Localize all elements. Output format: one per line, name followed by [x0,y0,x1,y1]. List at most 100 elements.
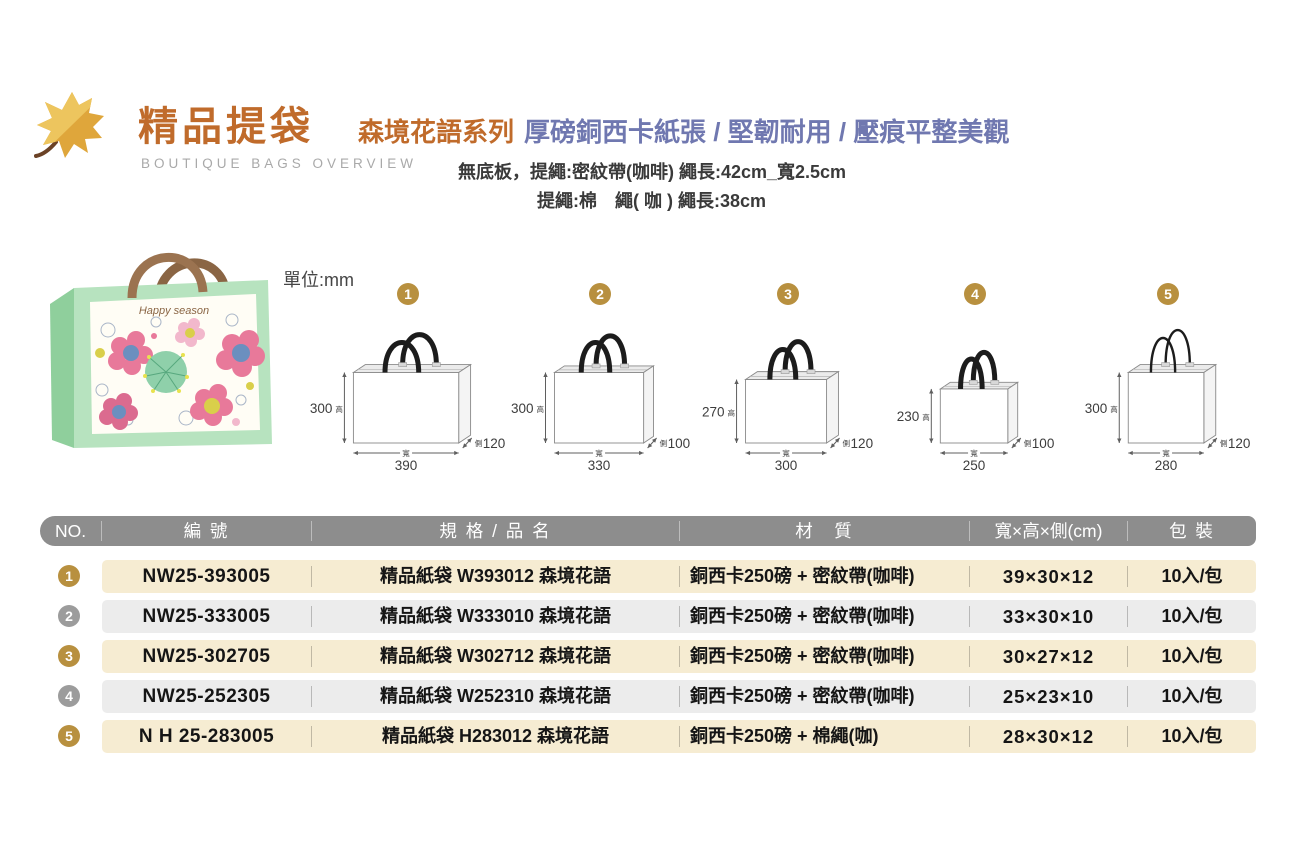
cell-material: 銅西卡250磅 + 密紋帶(咖啡) [680,686,970,707]
diagram-number-badge: 4 [964,283,986,305]
row-number-badge: 3 [58,645,80,667]
table-row: 2 NW25-333005 精品紙袋 W333010 森境花語 銅西卡250磅 … [40,600,1256,633]
cell-spec: 精品紙袋 W333010 森境花語 [312,606,680,627]
svg-text:側: 側 [843,438,851,448]
svg-text:300: 300 [310,401,332,416]
cell-material: 銅西卡250磅 + 密紋帶(咖啡) [680,646,970,667]
cell-size: 33×30×10 [970,606,1128,627]
svg-text:高: 高 [1110,404,1118,414]
svg-text:270: 270 [702,404,725,419]
svg-text:高: 高 [922,412,930,422]
maple-leaf-logo-icon [34,92,104,158]
bag-diagram-1: 1 300 高寬 390 側 120 [310,283,506,488]
svg-text:100: 100 [668,436,691,451]
row-number-badge: 1 [58,565,80,587]
svg-text:寬: 寬 [970,448,978,458]
col-no: NO. [40,521,102,541]
unit-label: 單位:mm [283,270,354,290]
svg-text:120: 120 [1228,436,1251,451]
cell-size: 28×30×12 [970,726,1128,747]
svg-text:230: 230 [897,409,920,424]
spec-description-line1: 無底板，提繩:密紋帶(咖啡) 繩長:42cm_寬2.5cm [458,162,847,182]
svg-text:高: 高 [335,404,343,414]
cell-code: NW25-333005 [102,606,312,627]
col-material: 材 質 [680,521,970,541]
diagram-number-badge: 2 [589,283,611,305]
bag-diagram-3: 3 270 高寬 300 側 120 [690,283,886,488]
series-headline: 森境花語系列 厚磅銅西卡紙張 / 堅韌耐用 / 壓痕平整美觀 [358,112,1009,149]
col-pack: 包 裝 [1169,521,1215,541]
svg-text:300: 300 [775,458,798,473]
svg-text:120: 120 [851,436,874,451]
diagram-number-badge: 1 [397,283,419,305]
flower-art [95,318,265,430]
spec-description-line2: 提繩:棉 繩( 咖 ) 繩長:38cm [537,191,767,211]
svg-text:寬: 寬 [402,448,410,458]
series-name: 森境花語系列 [358,117,515,147]
svg-text:高: 高 [728,407,736,417]
svg-text:側: 側 [660,438,668,448]
svg-text:側: 側 [1220,438,1228,448]
bag-diagram-2: 2 300 高寬 330 側 100 [502,283,698,488]
col-code: 編 號 [102,521,312,541]
cell-spec: 精品紙袋 W252310 森境花語 [312,686,680,707]
table-row: 4 NW25-252305 精品紙袋 W252310 森境花語 銅西卡250磅 … [40,680,1256,713]
cell-size: 39×30×12 [970,566,1128,587]
cell-pack: 10入/包 [1161,566,1223,586]
svg-text:高: 高 [537,404,545,414]
row-number-badge: 5 [58,725,80,747]
svg-text:寬: 寬 [1162,448,1170,458]
svg-text:300: 300 [1085,401,1108,416]
col-spec: 規 格 / 品 名 [312,521,680,541]
diagram-number-badge: 3 [777,283,799,305]
page-subtitle: BOUTIQUE BAGS OVERVIEW [141,156,418,171]
row-number-badge: 4 [58,685,80,707]
cell-spec: 精品紙袋 H283012 森境花語 [312,726,680,747]
table-row: 5 N H 25-283005 精品紙袋 H283012 森境花語 銅西卡250… [40,720,1256,753]
svg-text:120: 120 [483,436,506,451]
bag-diagram-5: 5 300 高寬 280 側 120 [1070,283,1266,488]
cell-size: 30×27×12 [970,646,1128,667]
svg-text:330: 330 [588,458,611,473]
row-number-badge: 2 [58,605,80,627]
cell-code: NW25-393005 [102,566,312,587]
cell-pack: 10入/包 [1161,606,1223,626]
cell-spec: 精品紙袋 W393012 森境花語 [312,566,680,587]
svg-text:側: 側 [1024,438,1032,448]
page-title: 精品提袋 [138,105,314,149]
product-photo: Happy season [50,252,272,448]
cell-material: 銅西卡250磅 + 棉繩(咖) [680,726,970,747]
cell-code: N H 25-283005 [102,726,312,747]
photo-brand-text: Happy season [139,305,209,317]
series-features: 厚磅銅西卡紙張 / 堅韌耐用 / 壓痕平整美觀 [524,117,1010,147]
cell-code: NW25-302705 [102,646,312,667]
cell-material: 銅西卡250磅 + 密紋帶(咖啡) [680,566,970,587]
cell-code: NW25-252305 [102,686,312,707]
svg-text:側: 側 [475,438,483,448]
svg-text:100: 100 [1032,436,1055,451]
diagram-number-badge: 5 [1157,283,1179,305]
table-row: 3 NW25-302705 精品紙袋 W302712 森境花語 銅西卡250磅 … [40,640,1256,673]
table-row: 1 NW25-393005 精品紙袋 W393012 森境花語 銅西卡250磅 … [40,560,1256,593]
col-size: 寬×高×側(cm) [970,521,1128,541]
cell-pack: 10入/包 [1161,726,1223,746]
svg-text:280: 280 [1155,458,1178,473]
svg-text:250: 250 [963,458,986,473]
cell-spec: 精品紙袋 W302712 森境花語 [312,646,680,667]
svg-text:390: 390 [395,458,418,473]
svg-text:寬: 寬 [782,448,790,458]
cell-pack: 10入/包 [1161,686,1223,706]
table-header: NO. 編 號 規 格 / 品 名 材 質 寬×高×側(cm) 包 裝 [40,516,1256,546]
svg-text:300: 300 [511,401,534,416]
cell-pack: 10入/包 [1161,646,1223,666]
svg-text:寬: 寬 [595,448,603,458]
cell-material: 銅西卡250磅 + 密紋帶(咖啡) [680,606,970,627]
bag-diagram-4: 4 230 高寬 250 側 100 [877,283,1073,488]
cell-size: 25×23×10 [970,686,1128,707]
